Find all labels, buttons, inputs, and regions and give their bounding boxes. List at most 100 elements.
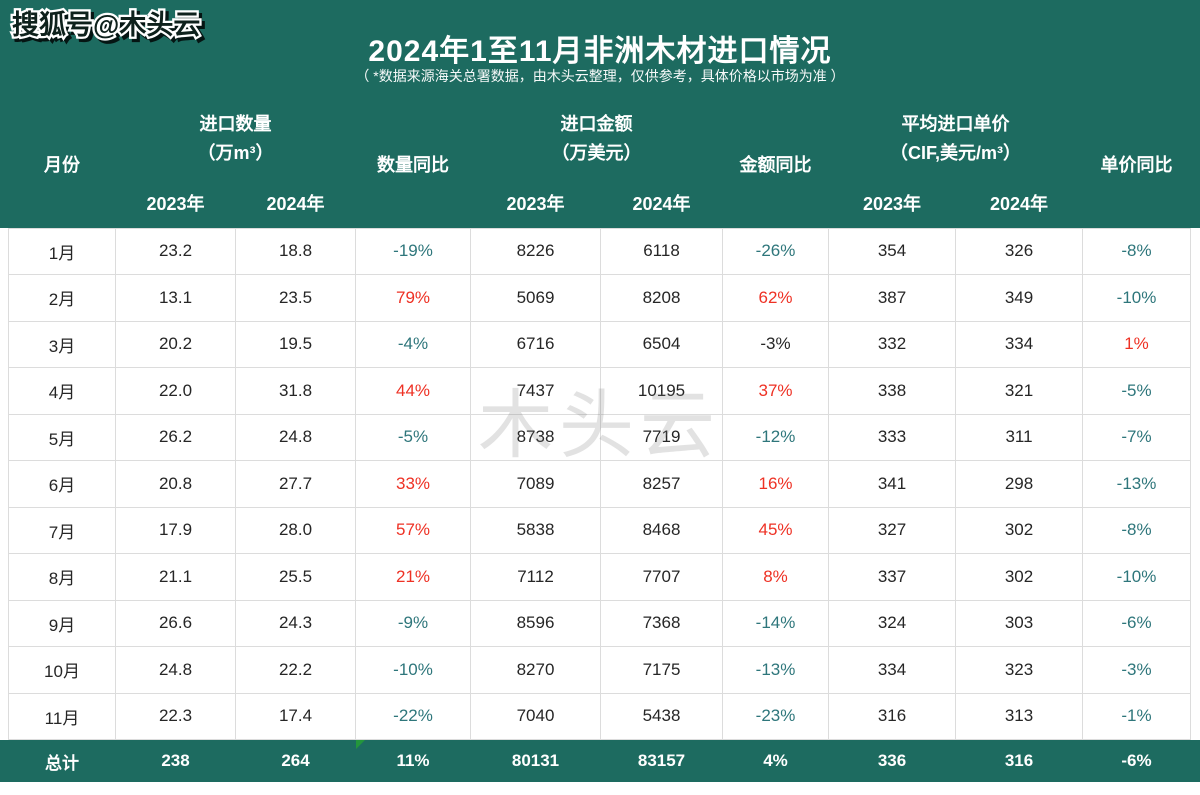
cell-price-2023: 333 [828,413,956,461]
cell-price-yoy: -13% [1082,460,1192,508]
total-qty-2024: 264 [235,739,356,782]
cell-amount-2023: 8738 [470,413,601,461]
cell-price-2023: 354 [828,227,956,275]
col-header-qty-2023: 2023年 [146,193,205,214]
total-price-2024: 316 [955,739,1083,782]
col-header-amount-2023: 2023年 [506,193,565,214]
cell-price-2024: 323 [954,646,1084,694]
cell-price-yoy: -10% [1082,553,1192,601]
cell-qty-2024: 25.5 [235,553,356,601]
cell-amount-2024: 7175 [600,646,723,694]
cell-amount-2024: 10195 [600,367,723,415]
cell-amount-yoy: -26% [722,227,829,275]
cell-price-2024: 303 [954,599,1084,647]
page-title: 2024年1至11月非洲木材进口情况 [368,35,832,68]
table-row: 9月 26.6 24.3 -9% 8596 7368 -14% 324 303 … [8,599,1192,647]
table-row: 6月 20.8 27.7 33% 7089 8257 16% 341 298 -… [8,460,1192,508]
table-row: 8月 21.1 25.5 21% 7112 7707 8% 337 302 -1… [8,553,1192,601]
page-subtitle: （ *数据来源海关总署数据，由木头云整理，仅供参考，具体价格以市场为准 ） [355,68,845,84]
cell-price-2023: 327 [828,506,956,554]
cell-amount-2024: 7368 [600,599,723,647]
cell-month: 4月 [8,367,116,415]
col-header-price-2024: 2024年 [989,193,1049,214]
cell-qty-yoy: -5% [355,413,471,461]
col-header-amount-line1: 进口金额 [560,114,633,134]
cell-amount-2023: 5069 [470,274,601,322]
cell-price-yoy: -3% [1082,646,1192,694]
col-header-amount-line2: （万美元） [551,143,642,163]
cell-amount-2023: 8226 [470,227,601,275]
total-amount-yoy: 4% [722,739,829,782]
cell-amount-yoy: -14% [722,599,829,647]
cell-qty-yoy: -9% [355,599,471,647]
cell-qty-2023: 26.2 [115,413,236,461]
cell-amount-yoy: 8% [722,553,829,601]
cell-month: 5月 [8,413,116,461]
cell-price-2023: 337 [828,553,956,601]
cell-amount-2023: 8596 [470,599,601,647]
total-amount-2023: 80131 [470,739,601,782]
cell-amount-yoy: -12% [722,413,829,461]
cell-amount-2024: 7707 [600,553,723,601]
table-row: 4月 22.0 31.8 44% 7437 10195 37% 338 321 … [8,367,1192,415]
cell-qty-2023: 13.1 [115,274,236,322]
cell-qty-yoy: 57% [355,506,471,554]
cell-amount-2024: 8208 [600,274,723,322]
col-header-price-line1: 平均进口单价 [901,114,1010,134]
cell-qty-2023: 21.1 [115,553,236,601]
cell-price-yoy: -8% [1082,227,1192,275]
col-header-amount-group: 进口金额 （万美元） [471,100,723,178]
cell-qty-yoy: -4% [355,320,471,368]
cell-qty-2023: 20.8 [115,460,236,508]
import-data-table: 月份 进口数量 （万m³） 数量同比 进口金额 （万美元） 金额同比 平均进口单… [8,100,1192,782]
cell-price-2024: 349 [954,274,1084,322]
cell-price-2023: 387 [828,274,956,322]
total-month: 总计 [8,739,116,782]
table-row: 3月 20.2 19.5 -4% 6716 6504 -3% 332 334 1… [8,320,1192,368]
table-row: 5月 26.2 24.8 -5% 8738 7719 -12% 333 311 … [8,413,1192,461]
cell-qty-yoy: -19% [355,227,471,275]
cell-price-2023: 316 [828,692,956,740]
cell-amount-2023: 5838 [470,506,601,554]
cell-qty-2024: 27.7 [235,460,356,508]
cell-qty-yoy: 21% [355,553,471,601]
cell-price-yoy: -7% [1082,413,1192,461]
col-header-amount-2024: 2024年 [632,193,691,214]
cell-price-2024: 326 [954,227,1084,275]
header-band: 搜狐号@木头云 搜狐号@木头云 2024年1至11月非洲木材进口情况 （ *数据… [0,0,1200,228]
cell-amount-2023: 7040 [470,692,601,740]
cell-amount-yoy: -13% [722,646,829,694]
cell-price-2023: 334 [828,646,956,694]
cell-month: 2月 [8,274,116,322]
total-price-2023: 336 [828,739,956,782]
table-row: 10月 24.8 22.2 -10% 8270 7175 -13% 334 32… [8,646,1192,694]
cell-qty-2024: 22.2 [235,646,356,694]
cell-amount-yoy: -23% [722,692,829,740]
cell-amount-2023: 6716 [470,320,601,368]
cell-amount-2024: 8257 [600,460,723,508]
cell-price-yoy: -8% [1082,506,1192,554]
cell-qty-yoy: 33% [355,460,471,508]
col-header-qty-line2: （万m³） [197,143,274,163]
cell-qty-yoy: 44% [355,367,471,415]
cell-price-2023: 332 [828,320,956,368]
total-row: 总计 238 264 11% 80131 83157 4% 336 316 -6… [8,739,1191,782]
cell-qty-2023: 17.9 [115,506,236,554]
cell-month: 11月 [8,692,116,740]
cell-price-2023: 324 [828,599,956,647]
cell-price-2024: 313 [954,692,1084,740]
table-row: 1月 23.2 18.8 -19% 8226 6118 -26% 354 326… [8,227,1192,275]
cell-price-yoy: -5% [1082,367,1192,415]
cell-qty-2023: 22.3 [115,692,236,740]
table-row: 2月 13.1 23.5 79% 5069 8208 62% 387 349 -… [8,274,1192,322]
cell-corner-marker-icon [356,740,365,749]
cell-amount-2023: 7112 [470,553,601,601]
cell-amount-2024: 6118 [600,227,723,275]
cell-month: 6月 [8,460,116,508]
cell-qty-yoy: -10% [355,646,471,694]
sohu-watermark: 搜狐号@木头云 搜狐号@木头云 [10,8,206,46]
cell-qty-2024: 17.4 [235,692,356,740]
cell-qty-2024: 19.5 [235,320,356,368]
cell-qty-2024: 18.8 [235,227,356,275]
